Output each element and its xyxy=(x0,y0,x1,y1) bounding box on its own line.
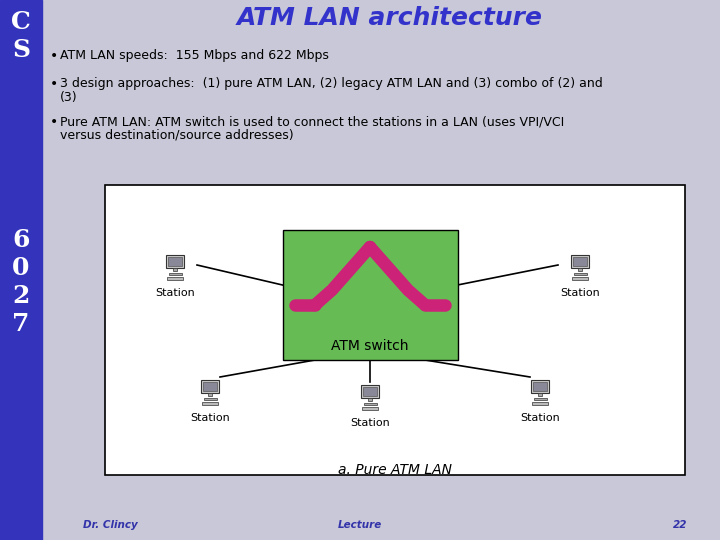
Text: •: • xyxy=(50,77,58,91)
Bar xyxy=(173,268,177,271)
Bar xyxy=(203,382,217,391)
Bar xyxy=(364,403,377,405)
Text: C: C xyxy=(11,10,31,34)
Bar xyxy=(361,407,379,410)
Text: 3 design approaches:  (1) pure ATM LAN, (2) legacy ATM LAN and (3) combo of (2) : 3 design approaches: (1) pure ATM LAN, (… xyxy=(60,78,603,91)
Bar xyxy=(578,268,582,271)
Bar xyxy=(282,230,457,360)
Bar xyxy=(208,393,212,396)
Bar xyxy=(202,402,218,405)
Text: Station: Station xyxy=(560,288,600,298)
Text: ATM LAN architecture: ATM LAN architecture xyxy=(237,6,543,30)
Bar xyxy=(533,382,547,391)
Text: 6: 6 xyxy=(12,228,30,252)
Bar xyxy=(573,257,587,266)
Text: versus destination/source addresses): versus destination/source addresses) xyxy=(60,129,294,141)
Bar xyxy=(105,185,685,475)
Text: ATM switch: ATM switch xyxy=(331,339,409,353)
Text: Station: Station xyxy=(190,413,230,423)
Bar xyxy=(538,393,542,396)
Bar xyxy=(201,380,219,393)
Bar xyxy=(168,257,182,266)
Text: Dr. Clincy: Dr. Clincy xyxy=(83,520,138,530)
Text: Station: Station xyxy=(350,418,390,428)
Bar xyxy=(574,273,587,275)
Bar xyxy=(531,402,549,405)
Text: S: S xyxy=(12,38,30,62)
Bar xyxy=(534,398,546,400)
Text: ATM LAN speeds:  155 Mbps and 622 Mbps: ATM LAN speeds: 155 Mbps and 622 Mbps xyxy=(60,50,329,63)
Text: Lecture: Lecture xyxy=(338,520,382,530)
Bar xyxy=(363,387,377,396)
Bar xyxy=(166,255,184,268)
Bar xyxy=(361,385,379,398)
Text: 22: 22 xyxy=(672,520,688,530)
Bar xyxy=(571,255,589,268)
Bar xyxy=(572,277,588,280)
Bar xyxy=(531,380,549,393)
Bar xyxy=(168,273,181,275)
Bar xyxy=(368,398,372,401)
Text: •: • xyxy=(50,49,58,63)
Text: a. Pure ATM LAN: a. Pure ATM LAN xyxy=(338,463,452,477)
Bar xyxy=(0,0,42,540)
Text: •: • xyxy=(50,115,58,129)
Text: 0: 0 xyxy=(12,256,30,280)
Text: Pure ATM LAN: ATM switch is used to connect the stations in a LAN (uses VPI/VCI: Pure ATM LAN: ATM switch is used to conn… xyxy=(60,116,564,129)
Text: Station: Station xyxy=(155,288,195,298)
Text: (3): (3) xyxy=(60,91,78,104)
Bar xyxy=(204,398,217,400)
Bar xyxy=(166,277,184,280)
Text: 2: 2 xyxy=(12,284,30,308)
Text: Station: Station xyxy=(520,413,560,423)
Text: 7: 7 xyxy=(12,312,30,336)
